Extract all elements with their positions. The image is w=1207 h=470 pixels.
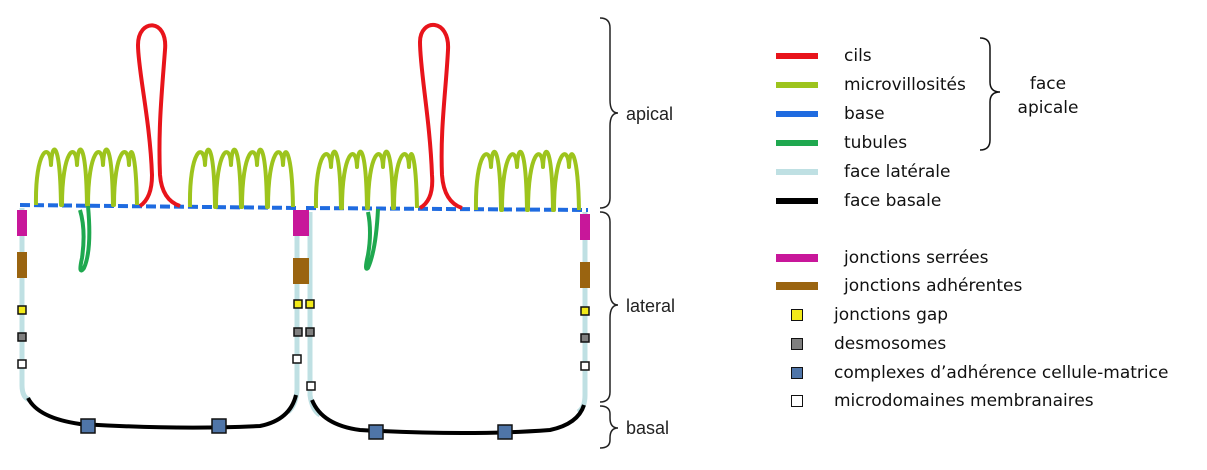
cilium-left	[136, 23, 181, 208]
lateral-brace	[599, 211, 619, 403]
face-basale-swatch	[776, 198, 818, 204]
legend-item-jonctions-gap: jonctions gap	[770, 301, 948, 329]
membrane-microdomains	[17, 354, 590, 391]
legend-item-cils: cils	[770, 42, 872, 70]
basal-face-left-cell	[26, 394, 298, 430]
tight-junction	[580, 214, 590, 240]
tight-junction	[293, 210, 309, 236]
apical-label: apical	[626, 104, 673, 124]
cell-matrix-adhesion	[80, 418, 96, 434]
microvilli-group-1	[33, 147, 139, 207]
lateral-face-left-cell-right	[286, 212, 300, 414]
legend-label: jonctions gap	[834, 305, 949, 325]
legend-label: base	[844, 104, 885, 124]
legend-label: complexes d’adhérence cellule-matrice	[834, 363, 1169, 383]
apical-base-right-cell	[305, 206, 589, 212]
apical-base-left-cell	[19, 203, 301, 210]
legend-item-jonctions-serrees: jonctions serrées	[770, 244, 988, 272]
adherens-junctions	[17, 252, 590, 288]
basal-label: basal	[626, 418, 669, 438]
legend-item-base: base	[770, 100, 885, 128]
legend-label: face latérale	[844, 162, 951, 182]
cell-matrix-adhesions	[80, 418, 513, 440]
cell-matrix-adhesion	[211, 418, 227, 434]
tight-junctions	[17, 210, 590, 240]
membrane-microdomain	[17, 359, 27, 369]
adherens-junction	[293, 258, 309, 284]
legend: cils microvillosités base tubules face l…	[770, 37, 1207, 422]
legend-label: jonctions adhérentes	[844, 276, 1023, 296]
legend-label: microdomaines membranaires	[834, 391, 1094, 411]
cilia	[136, 23, 463, 210]
jonctions-adherentes-swatch	[776, 282, 818, 290]
tubule-left	[78, 205, 92, 273]
tubules	[78, 205, 380, 273]
face-laterale-swatch	[776, 169, 818, 175]
apical-base	[19, 203, 589, 212]
legend-item-tubules: tubules	[770, 129, 907, 157]
microvilli	[33, 147, 581, 212]
basal-face-right-cell	[310, 399, 586, 435]
lateral-face-left-cell-left	[19, 208, 31, 403]
gap-junctions	[17, 299, 590, 316]
desmosome	[293, 327, 303, 337]
epithelial-cell-diagram: apical lateral basal	[17, 17, 675, 449]
face-apicale-label: face apicale	[1008, 72, 1088, 120]
legend-label: jonctions serrées	[844, 248, 989, 268]
complexes-adherence-swatch	[791, 367, 803, 379]
cell-matrix-adhesion	[497, 424, 513, 440]
cell-matrix-adhesion	[368, 424, 384, 440]
legend-item-desmosomes: desmosomes	[770, 330, 946, 358]
region-braces	[599, 17, 619, 449]
legend-label: cils	[844, 46, 872, 66]
legend-item-jonctions-adherentes: jonctions adhérentes	[770, 272, 1022, 300]
base-swatch	[776, 111, 818, 117]
legend-item-complexes-adherence: complexes d’adhérence cellule-matrice	[770, 359, 1168, 387]
gap-junction	[17, 305, 27, 315]
microvilli-group-4	[473, 149, 581, 212]
gap-junction	[293, 299, 303, 309]
cils-swatch	[776, 53, 818, 59]
cilium-right	[418, 23, 463, 210]
basal-membranes	[26, 394, 586, 435]
legend-label: tubules	[844, 133, 908, 153]
desmosomes	[17, 327, 590, 343]
basal-brace	[599, 405, 619, 449]
membrane-microdomain	[580, 361, 590, 371]
lateral-label: lateral	[626, 296, 675, 316]
adherens-junction	[17, 252, 27, 278]
jonctions-serrees-swatch	[776, 254, 818, 262]
desmosomes-swatch	[791, 338, 803, 350]
legend-label: microvillosités	[844, 75, 966, 95]
desmosome	[580, 333, 590, 343]
legend-label: face basale	[844, 191, 942, 211]
legend-item-face-laterale: face latérale	[770, 158, 950, 186]
desmosome	[17, 332, 27, 342]
legend-item-microvillosites: microvillosités	[770, 71, 966, 99]
jonctions-gap-swatch	[791, 309, 803, 321]
microdomaines-swatch	[791, 395, 803, 407]
tubules-swatch	[776, 140, 818, 146]
microvilli-group-3	[313, 149, 419, 210]
face-apicale-line2: apicale	[1017, 98, 1079, 118]
legend-item-face-basale: face basale	[770, 187, 941, 215]
apical-brace	[599, 17, 619, 209]
microvillosites-swatch	[776, 82, 818, 88]
lateral-membranes	[19, 208, 588, 418]
tight-junction	[17, 210, 27, 236]
tubule-right	[364, 208, 380, 271]
adherens-junction	[580, 262, 590, 288]
face-apicale-brace	[979, 37, 1001, 151]
membrane-microdomain	[292, 354, 302, 364]
gap-junction	[305, 299, 315, 309]
desmosome	[305, 327, 315, 337]
legend-item-microdomaines: microdomaines membranaires	[770, 387, 1094, 415]
legend-label: desmosomes	[834, 334, 947, 354]
microvilli-group-2	[187, 147, 295, 209]
face-apicale-line1: face	[1029, 74, 1067, 94]
gap-junction	[580, 306, 590, 316]
membrane-microdomain	[306, 381, 316, 391]
